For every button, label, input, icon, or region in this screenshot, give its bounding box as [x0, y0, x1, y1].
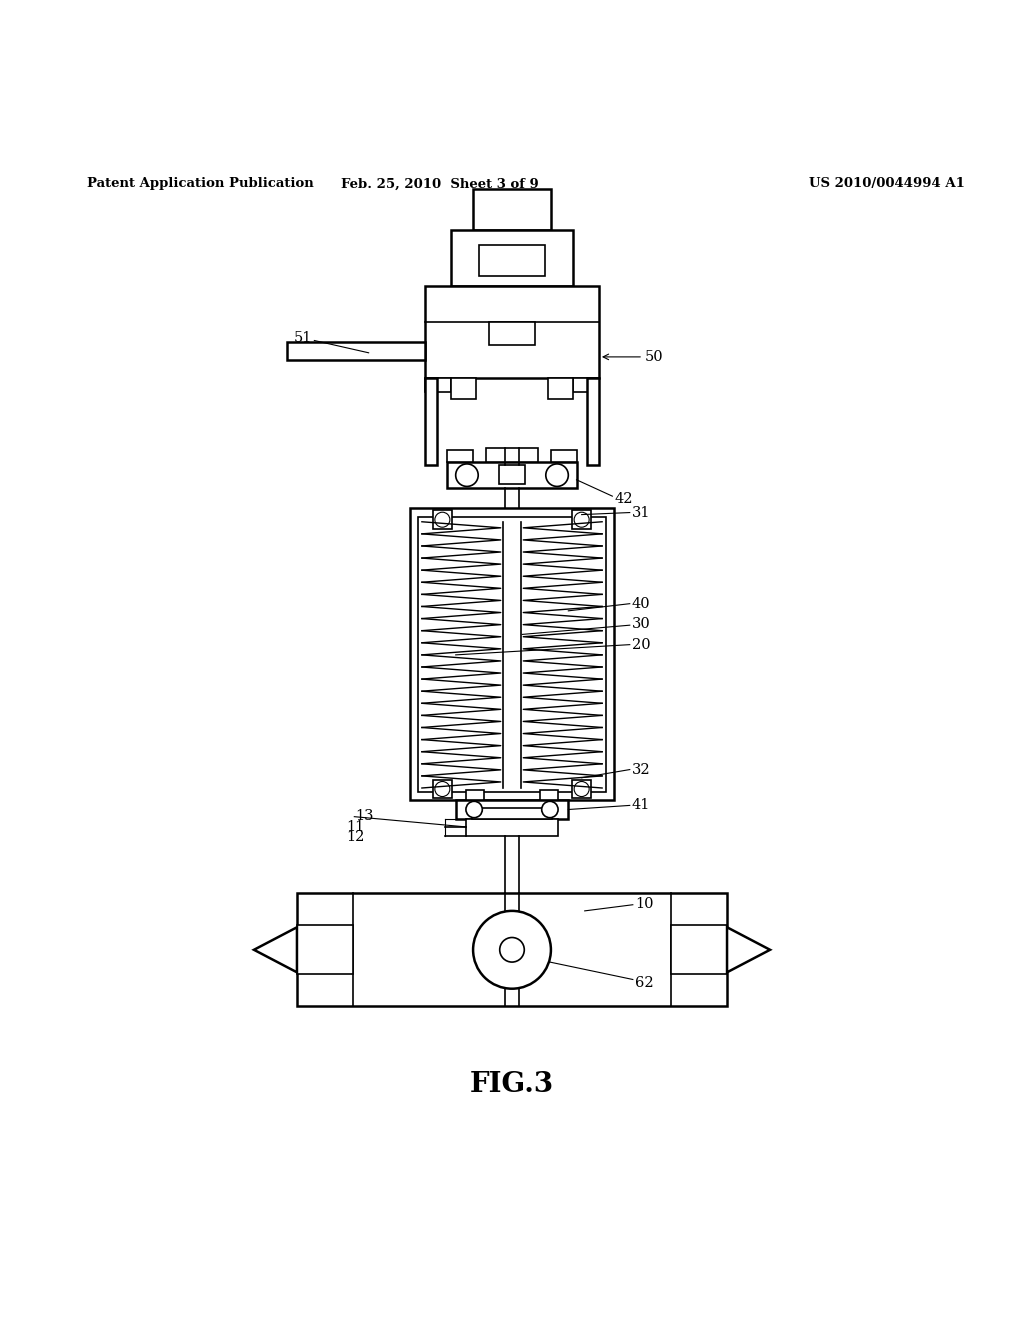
Text: FIG.3: FIG.3: [470, 1072, 554, 1098]
Bar: [572, 780, 591, 799]
Circle shape: [435, 781, 450, 796]
Text: 30: 30: [632, 618, 650, 631]
Text: 62: 62: [635, 975, 653, 990]
Bar: [433, 780, 452, 799]
Text: 42: 42: [614, 492, 633, 507]
Bar: [425, 379, 451, 392]
Text: 51: 51: [294, 331, 312, 346]
Bar: [447, 462, 577, 488]
Bar: [587, 379, 599, 466]
Bar: [425, 379, 437, 466]
Bar: [425, 286, 599, 379]
Circle shape: [542, 801, 558, 817]
Text: 10: 10: [635, 896, 653, 911]
Bar: [451, 230, 573, 286]
Text: 12: 12: [346, 830, 365, 845]
Bar: [433, 511, 452, 529]
Bar: [287, 342, 425, 360]
Bar: [499, 466, 525, 484]
Bar: [466, 791, 484, 800]
Bar: [473, 189, 551, 230]
Circle shape: [466, 801, 482, 817]
Text: 50: 50: [645, 350, 664, 364]
Text: 32: 32: [632, 763, 650, 776]
Bar: [573, 379, 599, 392]
Text: 11: 11: [346, 820, 365, 834]
Bar: [540, 791, 558, 800]
Bar: [551, 450, 577, 462]
Circle shape: [574, 512, 589, 527]
Bar: [297, 925, 353, 974]
Circle shape: [500, 937, 524, 962]
Bar: [472, 808, 552, 818]
Bar: [548, 379, 573, 399]
Bar: [447, 450, 473, 462]
Bar: [418, 516, 606, 792]
Bar: [297, 894, 727, 1006]
Bar: [671, 925, 727, 974]
Circle shape: [546, 463, 568, 487]
Text: Patent Application Publication: Patent Application Publication: [87, 177, 313, 190]
Text: Feb. 25, 2010  Sheet 3 of 9: Feb. 25, 2010 Sheet 3 of 9: [341, 177, 540, 190]
Bar: [489, 322, 535, 345]
Text: 20: 20: [632, 638, 650, 652]
Bar: [410, 508, 614, 800]
Circle shape: [473, 911, 551, 989]
Circle shape: [574, 781, 589, 796]
Text: 41: 41: [632, 799, 650, 812]
Text: 13: 13: [355, 809, 374, 822]
Text: 40: 40: [632, 597, 650, 611]
Bar: [486, 447, 538, 462]
Polygon shape: [727, 927, 770, 973]
Bar: [456, 800, 568, 818]
Bar: [451, 379, 476, 399]
Polygon shape: [254, 927, 297, 973]
Bar: [572, 511, 591, 529]
Bar: [466, 818, 558, 836]
Text: US 2010/0044994 A1: US 2010/0044994 A1: [809, 177, 965, 190]
Circle shape: [435, 512, 450, 527]
Bar: [479, 246, 545, 276]
Circle shape: [456, 463, 478, 487]
Text: 31: 31: [632, 506, 650, 520]
